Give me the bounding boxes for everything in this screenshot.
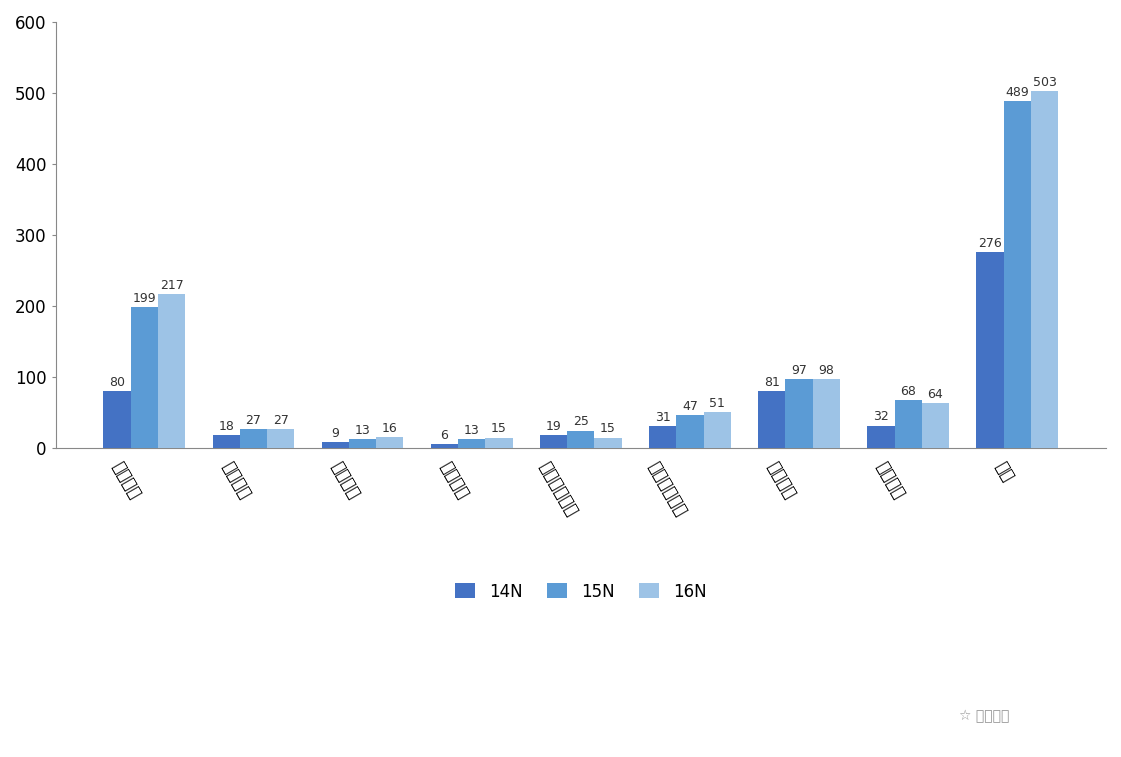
Text: 217: 217 [159, 279, 184, 292]
Bar [267, 429, 295, 448]
Bar [485, 438, 512, 448]
Bar [103, 391, 131, 448]
Bar [676, 415, 704, 448]
Text: 25: 25 [573, 416, 589, 428]
Text: 80: 80 [109, 376, 126, 389]
Text: 9: 9 [332, 427, 340, 440]
Text: 27: 27 [245, 414, 261, 427]
Text: 98: 98 [818, 363, 834, 376]
Text: 81: 81 [763, 375, 780, 388]
Bar [868, 425, 895, 448]
Text: 97: 97 [791, 364, 807, 377]
Bar [786, 379, 813, 448]
Bar [813, 378, 840, 448]
Text: 13: 13 [464, 424, 480, 437]
Text: 68: 68 [900, 385, 916, 398]
Text: 16: 16 [382, 422, 398, 435]
Text: 47: 47 [682, 400, 698, 413]
Text: ☆ 六合咋询: ☆ 六合咋询 [958, 709, 1009, 723]
Text: 489: 489 [1006, 86, 1029, 98]
Bar [1031, 91, 1058, 448]
Bar [240, 429, 267, 448]
Bar [976, 252, 1003, 448]
Bar [158, 294, 185, 448]
Text: 27: 27 [272, 414, 289, 427]
Bar [594, 438, 622, 448]
Bar [895, 400, 921, 448]
Bar [921, 403, 949, 448]
Text: 18: 18 [219, 420, 234, 433]
Bar [758, 391, 786, 448]
Bar [322, 442, 349, 448]
Bar [131, 307, 158, 448]
Text: 15: 15 [600, 422, 617, 435]
Text: 19: 19 [546, 419, 562, 433]
Bar [540, 435, 567, 448]
Text: 64: 64 [927, 388, 944, 400]
Bar [704, 412, 731, 448]
Text: 199: 199 [132, 291, 156, 305]
Text: 13: 13 [354, 424, 370, 437]
Bar [213, 435, 240, 448]
Bar [377, 437, 404, 448]
Text: 276: 276 [979, 237, 1002, 250]
Text: 51: 51 [710, 397, 725, 410]
Bar [430, 444, 458, 448]
Text: 503: 503 [1032, 76, 1057, 89]
Text: 6: 6 [441, 429, 448, 442]
Text: 32: 32 [873, 410, 889, 423]
Legend: 14N, 15N, 16N: 14N, 15N, 16N [448, 576, 713, 607]
Bar [649, 426, 676, 448]
Bar [349, 439, 377, 448]
Text: 15: 15 [491, 422, 507, 435]
Bar [567, 431, 594, 448]
Bar [1003, 101, 1031, 448]
Text: 31: 31 [655, 411, 670, 424]
Bar [458, 439, 485, 448]
